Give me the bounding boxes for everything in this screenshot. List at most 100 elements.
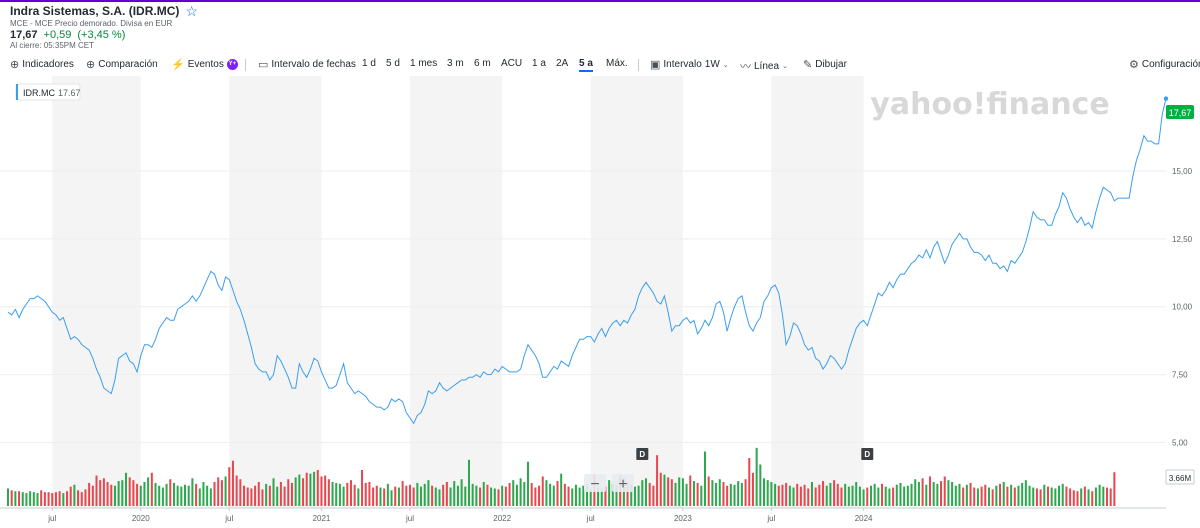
volume-bar	[940, 481, 943, 506]
volume-bar	[213, 482, 216, 506]
events-button[interactable]: ⚡ Eventos Y+	[171, 58, 238, 71]
volume-bar	[99, 480, 102, 506]
volume-bar	[40, 490, 43, 506]
volume-bar	[973, 487, 976, 506]
volume-bar	[976, 488, 979, 506]
volume-bar	[792, 487, 795, 506]
volume-bar	[718, 479, 721, 506]
volume-bar	[715, 482, 718, 506]
volume-bar	[302, 478, 305, 506]
indicators-button[interactable]: ⊕ Indicadores	[10, 58, 74, 71]
volume-bar	[552, 485, 555, 506]
range-6m[interactable]: 6 m	[474, 58, 491, 69]
x-tick-label: 2020	[132, 514, 150, 523]
volume-bar	[1069, 488, 1072, 506]
zoom-out-button[interactable]	[584, 474, 606, 492]
compare-button[interactable]: ⊕ Comparación	[86, 58, 158, 71]
volume-bar	[689, 475, 692, 506]
exchange-info: MCE - MCE Precio demorado. Divisa en EUR	[10, 19, 173, 28]
volume-bar	[571, 488, 574, 506]
volume-bar	[1032, 487, 1035, 506]
last-point	[1163, 96, 1169, 101]
lightning-icon: ⚡	[171, 59, 185, 71]
star-watchlist-icon[interactable]: ☆	[185, 3, 198, 19]
volume-bar	[165, 483, 168, 506]
volume-bar	[206, 485, 209, 506]
range-1d[interactable]: 1 d	[362, 58, 376, 69]
range-3m[interactable]: 3 m	[447, 58, 464, 69]
volume-bar	[696, 482, 699, 506]
volume-bar	[906, 485, 909, 506]
settings-button[interactable]: ⚙ Configuración	[1129, 58, 1200, 71]
volume-bar	[670, 479, 673, 506]
chart-type-button[interactable]: 〰 Línea ⌄	[740, 58, 788, 74]
volume-bar	[1035, 488, 1038, 506]
dividend-marker[interactable]	[636, 448, 649, 460]
y-tick-label: 12,50	[1172, 235, 1193, 244]
range-max[interactable]: Máx.	[606, 58, 628, 69]
x-tick-label: 2021	[313, 514, 331, 523]
volume-bar	[574, 484, 577, 506]
volume-bar	[984, 484, 987, 506]
volume-bar	[844, 483, 847, 506]
volume-bar	[246, 487, 249, 506]
volume-bar	[1050, 487, 1053, 506]
volume-bar	[991, 489, 994, 506]
range-2y[interactable]: 2A	[556, 58, 569, 69]
volume-bar	[305, 472, 308, 506]
volume-bar	[626, 482, 629, 506]
range-1m[interactable]: 1 mes	[410, 58, 438, 69]
volume-bar	[611, 483, 614, 506]
range-5d[interactable]: 5 d	[386, 58, 400, 69]
volume-bar	[18, 491, 21, 506]
price-change: +0,59	[43, 29, 72, 41]
volume-bar	[65, 491, 69, 506]
volume-bar	[678, 477, 681, 506]
volume-bar	[475, 485, 478, 506]
volume-bar	[519, 478, 522, 506]
zoom-in-button[interactable]	[612, 474, 634, 492]
volume-bar	[349, 480, 352, 506]
volume-bar	[228, 467, 231, 506]
legend-chip[interactable]: IDR.MC 17.67	[15, 83, 81, 101]
dividend-marker-label: D	[639, 450, 645, 459]
volume-bar	[932, 482, 935, 506]
volume-bar	[357, 488, 360, 506]
pencil-icon: ✎	[803, 59, 813, 71]
volume-bar	[999, 483, 1002, 506]
volume-bar	[147, 477, 150, 506]
volume-bar	[191, 478, 194, 506]
range-ytd[interactable]: ACU	[501, 58, 523, 69]
volume-bar	[493, 488, 496, 506]
volume-bar	[851, 485, 854, 506]
interval-button[interactable]: ▣ Intervalo 1W ⌄	[650, 58, 729, 71]
legend-symbol: IDR.MC	[23, 88, 55, 98]
volume-bar	[755, 447, 758, 506]
x-tick-label: jul	[224, 514, 233, 523]
volume-bar	[1010, 484, 1013, 506]
volume-bar	[73, 484, 76, 506]
date-range-button[interactable]: ▭ Intervalo de fechas	[258, 58, 356, 71]
volume-bar	[928, 476, 931, 506]
volume-bar	[150, 472, 153, 506]
volume-bar	[829, 482, 832, 506]
volume-bar	[582, 485, 585, 506]
y-tick-label: 15,00	[1172, 167, 1193, 176]
volume-bar	[29, 491, 32, 506]
volume-bar	[379, 487, 382, 506]
draw-button[interactable]: ✎ Dibujar	[803, 58, 847, 71]
volume-bar	[818, 484, 821, 506]
volume-bar	[1098, 484, 1101, 506]
dividend-marker[interactable]	[861, 448, 874, 460]
volume-bar	[825, 485, 828, 506]
volume-bar	[1080, 488, 1083, 506]
volume-bar	[1065, 486, 1068, 506]
price-chart[interactable]: yahoo!finance 15,00 12,50 10,00 7,50 5,00 ju…	[0, 76, 1200, 526]
volume-bar	[209, 488, 212, 506]
year-band	[409, 76, 503, 508]
range-1y[interactable]: 1 a	[532, 58, 546, 69]
range-5y[interactable]: 5 a	[579, 58, 593, 72]
volume-bar	[526, 461, 530, 506]
interval-icon: ▣	[650, 59, 661, 71]
